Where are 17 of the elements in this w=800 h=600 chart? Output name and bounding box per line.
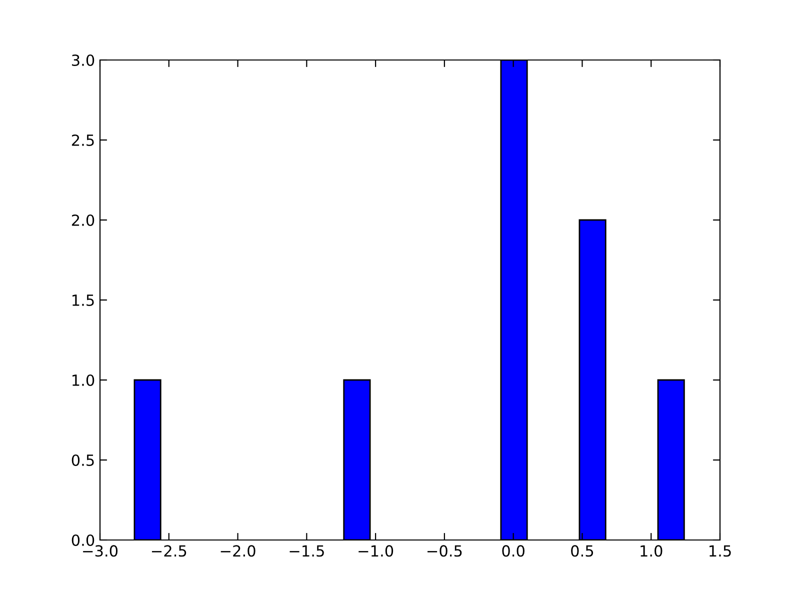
x-tick-label: 1.5	[710, 545, 731, 557]
x-tick-label: −2.0	[220, 545, 256, 557]
x-tick-label: −2.5	[152, 545, 186, 557]
x-tick-label: −3.0	[83, 545, 118, 557]
y-tick-label: 2.0	[72, 214, 94, 226]
y-tick-label: 0.0	[72, 534, 94, 546]
x-tick-label: −1.5	[290, 545, 324, 557]
x-tick-label: −0.5	[428, 545, 462, 557]
y-tick-label: 2.5	[72, 134, 94, 146]
x-tick-label: 1.0	[640, 545, 662, 557]
y-tick-label: 1.0	[72, 374, 94, 386]
x-tick-label: −1.0	[358, 545, 394, 557]
x-tick-label: 0.5	[571, 545, 594, 557]
y-tick-label: 0.5	[72, 454, 94, 466]
y-tick-label: 3.0	[72, 54, 94, 66]
x-tick-label: 0.0	[502, 545, 524, 557]
y-tick-label: 1.5	[72, 294, 94, 306]
